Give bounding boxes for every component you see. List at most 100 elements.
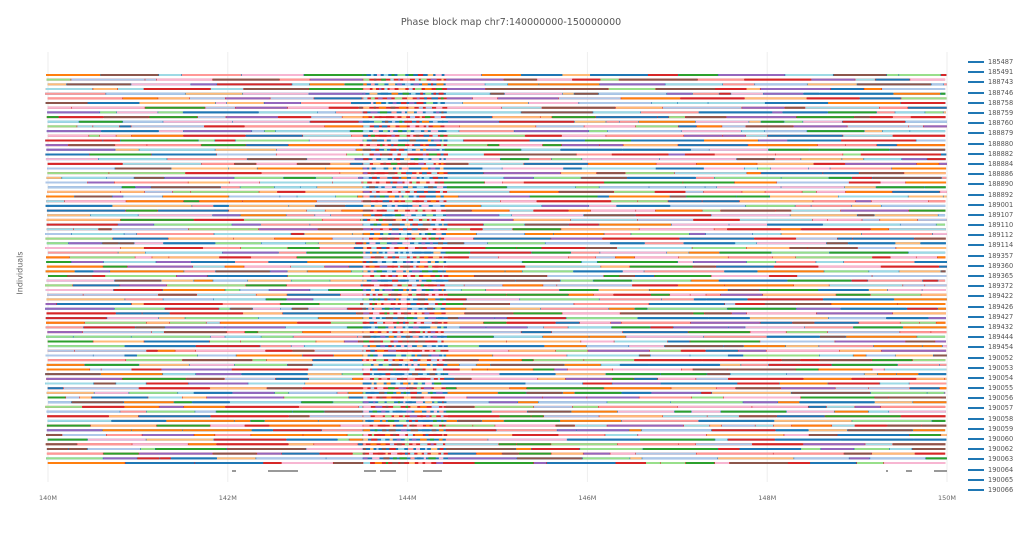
- legend-item[interactable]: 188743: [968, 77, 1022, 87]
- legend-swatch: [968, 173, 984, 176]
- legend-label: 188759: [988, 109, 1014, 118]
- legend-item[interactable]: 189422: [968, 291, 1022, 301]
- grid-lines: [47, 52, 948, 482]
- legend-label: 189107: [988, 210, 1014, 219]
- legend-swatch: [968, 366, 984, 369]
- legend-swatch: [968, 183, 984, 186]
- legend-item[interactable]: 189426: [968, 302, 1022, 312]
- legend-item[interactable]: 190063: [968, 454, 1022, 464]
- legend-label: 189426: [988, 302, 1014, 311]
- legend-label: 189360: [988, 261, 1014, 270]
- legend-item[interactable]: 189427: [968, 312, 1022, 322]
- x-tick-label: 140M: [39, 494, 57, 502]
- legend-item[interactable]: 190055: [968, 383, 1022, 393]
- legend-label: 189422: [988, 292, 1014, 301]
- x-tick-label: 148M: [758, 494, 776, 502]
- legend-label: 190052: [988, 353, 1014, 362]
- legend-item[interactable]: 189365: [968, 271, 1022, 281]
- legend-item[interactable]: 190062: [968, 444, 1022, 454]
- legend-item[interactable]: 189372: [968, 281, 1022, 291]
- x-tick-label: 146M: [578, 494, 596, 502]
- legend-swatch: [968, 438, 984, 441]
- legend-item[interactable]: 189454: [968, 342, 1022, 352]
- legend-swatch: [968, 152, 984, 155]
- legend-swatch: [968, 91, 984, 94]
- legend-item[interactable]: 188882: [968, 149, 1022, 159]
- legend-swatch: [968, 213, 984, 216]
- legend-item[interactable]: 190065: [968, 475, 1022, 485]
- legend-swatch: [968, 122, 984, 125]
- x-tick-label: 144M: [399, 494, 417, 502]
- legend-swatch: [968, 356, 984, 359]
- legend-label: 190060: [988, 435, 1014, 444]
- legend-item[interactable]: 188879: [968, 128, 1022, 138]
- legend-swatch: [968, 407, 984, 410]
- legend-item[interactable]: 190060: [968, 434, 1022, 444]
- legend-swatch: [968, 488, 984, 491]
- legend-swatch: [968, 478, 984, 481]
- legend-item[interactable]: 190052: [968, 352, 1022, 362]
- legend-item[interactable]: 185491: [968, 67, 1022, 77]
- legend-label: 189112: [988, 231, 1014, 240]
- legend-item[interactable]: 188746: [968, 88, 1022, 98]
- legend-swatch: [968, 264, 984, 267]
- legend-item[interactable]: 190053: [968, 363, 1022, 373]
- legend-label: 190063: [988, 455, 1014, 464]
- legend-item[interactable]: 190058: [968, 414, 1022, 424]
- legend-item[interactable]: 188758: [968, 98, 1022, 108]
- legend-item[interactable]: 190066: [968, 485, 1022, 495]
- legend-swatch: [968, 336, 984, 339]
- legend-label: 190057: [988, 404, 1014, 413]
- legend-item[interactable]: 190057: [968, 403, 1022, 413]
- legend-item[interactable]: 188760: [968, 118, 1022, 128]
- legend-item[interactable]: 189432: [968, 322, 1022, 332]
- legend-item[interactable]: 185487: [968, 57, 1022, 67]
- legend-item[interactable]: 189107: [968, 210, 1022, 220]
- legend-item[interactable]: 189110: [968, 220, 1022, 230]
- legend-label: 190053: [988, 363, 1014, 372]
- legend-item[interactable]: 188890: [968, 179, 1022, 189]
- legend-label: 189444: [988, 333, 1014, 342]
- legend-item[interactable]: 188880: [968, 139, 1022, 149]
- legend-swatch: [968, 427, 984, 430]
- legend-swatch: [968, 162, 984, 165]
- legend-label: 185491: [988, 68, 1014, 77]
- x-axis-ticks: 140M 142M 144M 146M 148M 150M: [39, 494, 956, 502]
- legend-label: 190066: [988, 485, 1014, 494]
- legend-item[interactable]: 189114: [968, 240, 1022, 250]
- legend-swatch: [968, 81, 984, 84]
- legend-swatch: [968, 325, 984, 328]
- legend-item[interactable]: 189001: [968, 200, 1022, 210]
- legend-label: 190058: [988, 414, 1014, 423]
- legend-swatch: [968, 387, 984, 390]
- legend-label: 189001: [988, 200, 1014, 209]
- x-tick-label: 142M: [219, 494, 237, 502]
- legend-item[interactable]: 190054: [968, 373, 1022, 383]
- legend-label: 189372: [988, 282, 1014, 291]
- legend-swatch: [968, 397, 984, 400]
- legend-item[interactable]: 190056: [968, 393, 1022, 403]
- legend-swatch: [968, 295, 984, 298]
- legend-label: 189110: [988, 221, 1014, 230]
- legend-label: 190059: [988, 424, 1014, 433]
- legend-item[interactable]: 189112: [968, 230, 1022, 240]
- legend-item[interactable]: 188892: [968, 189, 1022, 199]
- legend-label: 189114: [988, 241, 1014, 250]
- legend-item[interactable]: 190064: [968, 465, 1022, 475]
- legend: 185487 185491 188743 188746 188758 188759 1887…: [968, 57, 1022, 495]
- legend-label: 188758: [988, 98, 1014, 107]
- legend-swatch: [968, 244, 984, 247]
- legend-item[interactable]: 188886: [968, 169, 1022, 179]
- legend-item[interactable]: 188759: [968, 108, 1022, 118]
- legend-label: 189357: [988, 251, 1014, 260]
- legend-item[interactable]: 190059: [968, 424, 1022, 434]
- legend-swatch: [968, 305, 984, 308]
- legend-swatch: [968, 193, 984, 196]
- legend-item[interactable]: 188884: [968, 159, 1022, 169]
- legend-swatch: [968, 71, 984, 74]
- legend-item[interactable]: 189357: [968, 251, 1022, 261]
- legend-label: 188892: [988, 190, 1014, 199]
- legend-item[interactable]: 189360: [968, 261, 1022, 271]
- legend-swatch: [968, 315, 984, 318]
- legend-item[interactable]: 189444: [968, 332, 1022, 342]
